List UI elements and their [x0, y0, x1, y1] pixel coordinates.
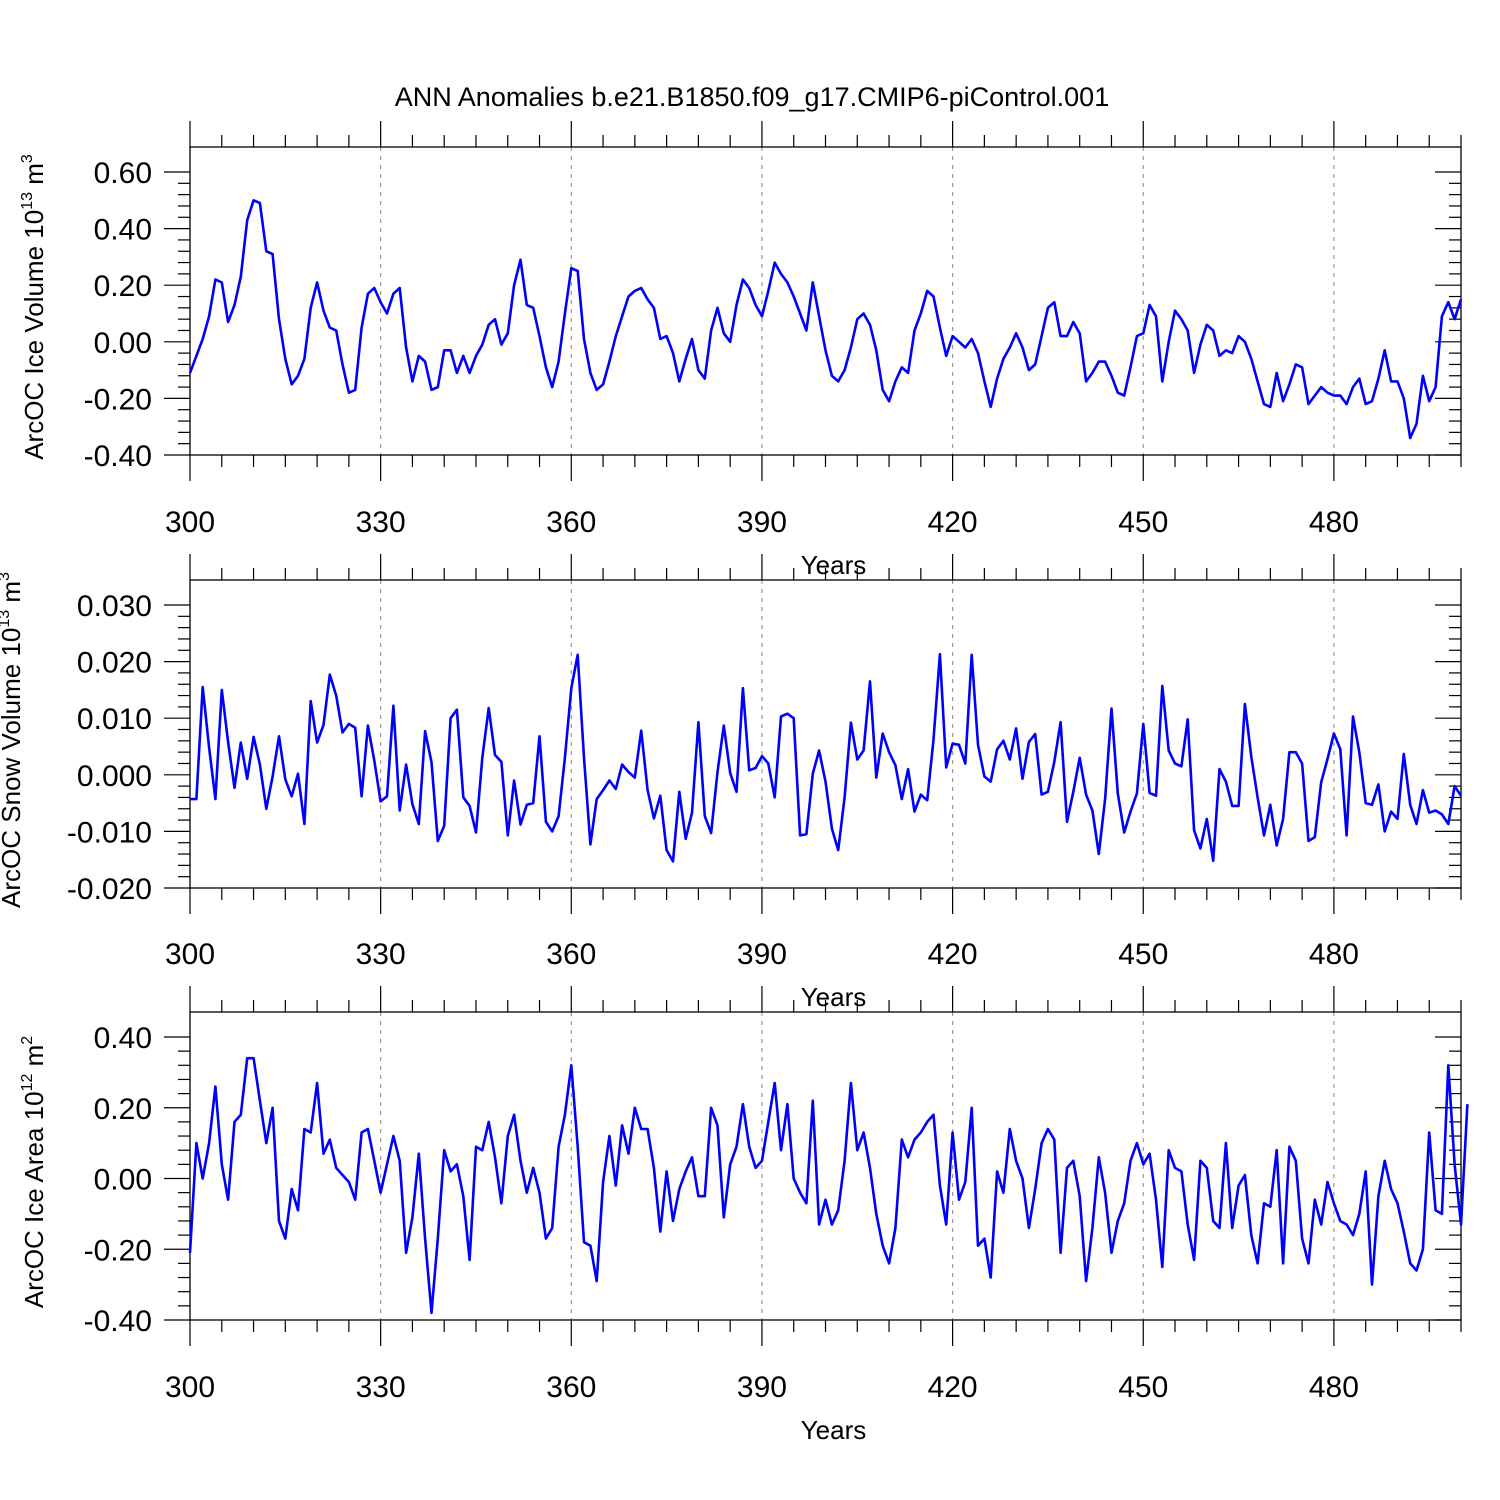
y-tick-label: 0.00 — [94, 327, 152, 360]
y-axis-label: ArcOC Ice Volume 1013 m3 — [19, 154, 49, 460]
y-tick-label: -0.020 — [67, 873, 152, 906]
x-tick-label: 300 — [165, 506, 215, 539]
figure-title: ANN Anomalies b.e21.B1850.f09_g17.CMIP6-… — [395, 82, 1109, 112]
x-tick-label: 480 — [1309, 506, 1359, 539]
y-tick-label: 0.40 — [94, 1022, 152, 1055]
x-tick-label: 330 — [356, 938, 406, 971]
x-tick-label: 390 — [737, 938, 787, 971]
x-tick-label: 360 — [546, 1371, 596, 1404]
x-tick-label: 420 — [928, 938, 978, 971]
x-tick-label: 450 — [1118, 938, 1168, 971]
x-axis-label: Years — [801, 1415, 867, 1445]
y-tick-label: 0.60 — [94, 157, 152, 190]
x-tick-label: 300 — [165, 1371, 215, 1404]
x-tick-label: 390 — [737, 1371, 787, 1404]
y-axis-label: ArcOC Ice Area 1012 m2 — [19, 1036, 49, 1308]
x-tick-label: 330 — [356, 506, 406, 539]
y-tick-label: 0.00 — [94, 1164, 152, 1197]
x-tick-label: 480 — [1309, 938, 1359, 971]
y-tick-label: -0.40 — [84, 440, 152, 473]
x-tick-label: 450 — [1118, 1371, 1168, 1404]
x-tick-label: 480 — [1309, 1371, 1359, 1404]
x-tick-label: 330 — [356, 1371, 406, 1404]
y-tick-label: 0.010 — [77, 703, 152, 736]
y-tick-label: -0.40 — [84, 1305, 152, 1338]
y-tick-label: 0.030 — [77, 590, 152, 623]
y-tick-label: -0.20 — [84, 383, 152, 416]
y-tick-label: -0.20 — [84, 1234, 152, 1267]
x-axis-label: Years — [801, 550, 867, 580]
x-tick-label: 420 — [928, 1371, 978, 1404]
y-tick-label: 0.020 — [77, 647, 152, 680]
ice-volume-panel: -0.40 -0.20 0.00 0.20 0.40 0.60 300 330 360 390 42… — [19, 121, 1463, 580]
x-tick-label: 300 — [165, 938, 215, 971]
x-tick-label: 360 — [546, 506, 596, 539]
y-tick-label: 0.20 — [94, 1093, 152, 1126]
y-tick-label: 0.40 — [94, 214, 152, 247]
x-tick-label: 360 — [546, 938, 596, 971]
y-tick-label: 0.20 — [94, 270, 152, 303]
ice-area-panel: -0.40 -0.20 0.00 0.20 0.40 300 330 360 390 420 450… — [19, 986, 1469, 1445]
y-tick-label: 0.000 — [77, 760, 152, 793]
x-tick-label: 390 — [737, 506, 787, 539]
series-line — [190, 652, 1463, 863]
x-axis-label: Years — [801, 982, 867, 1012]
x-tick-label: 450 — [1118, 506, 1168, 539]
x-tick-label: 420 — [928, 506, 978, 539]
series-line — [188, 199, 1463, 440]
snow-volume-panel: -0.020 -0.010 0.000 0.010 0.020 0.030 300 330 36… — [0, 554, 1463, 1012]
series-line — [188, 1056, 1469, 1315]
y-axis-label: ArcOC Snow Volume 1013 m3 — [0, 572, 26, 908]
y-tick-label: -0.010 — [67, 816, 152, 849]
